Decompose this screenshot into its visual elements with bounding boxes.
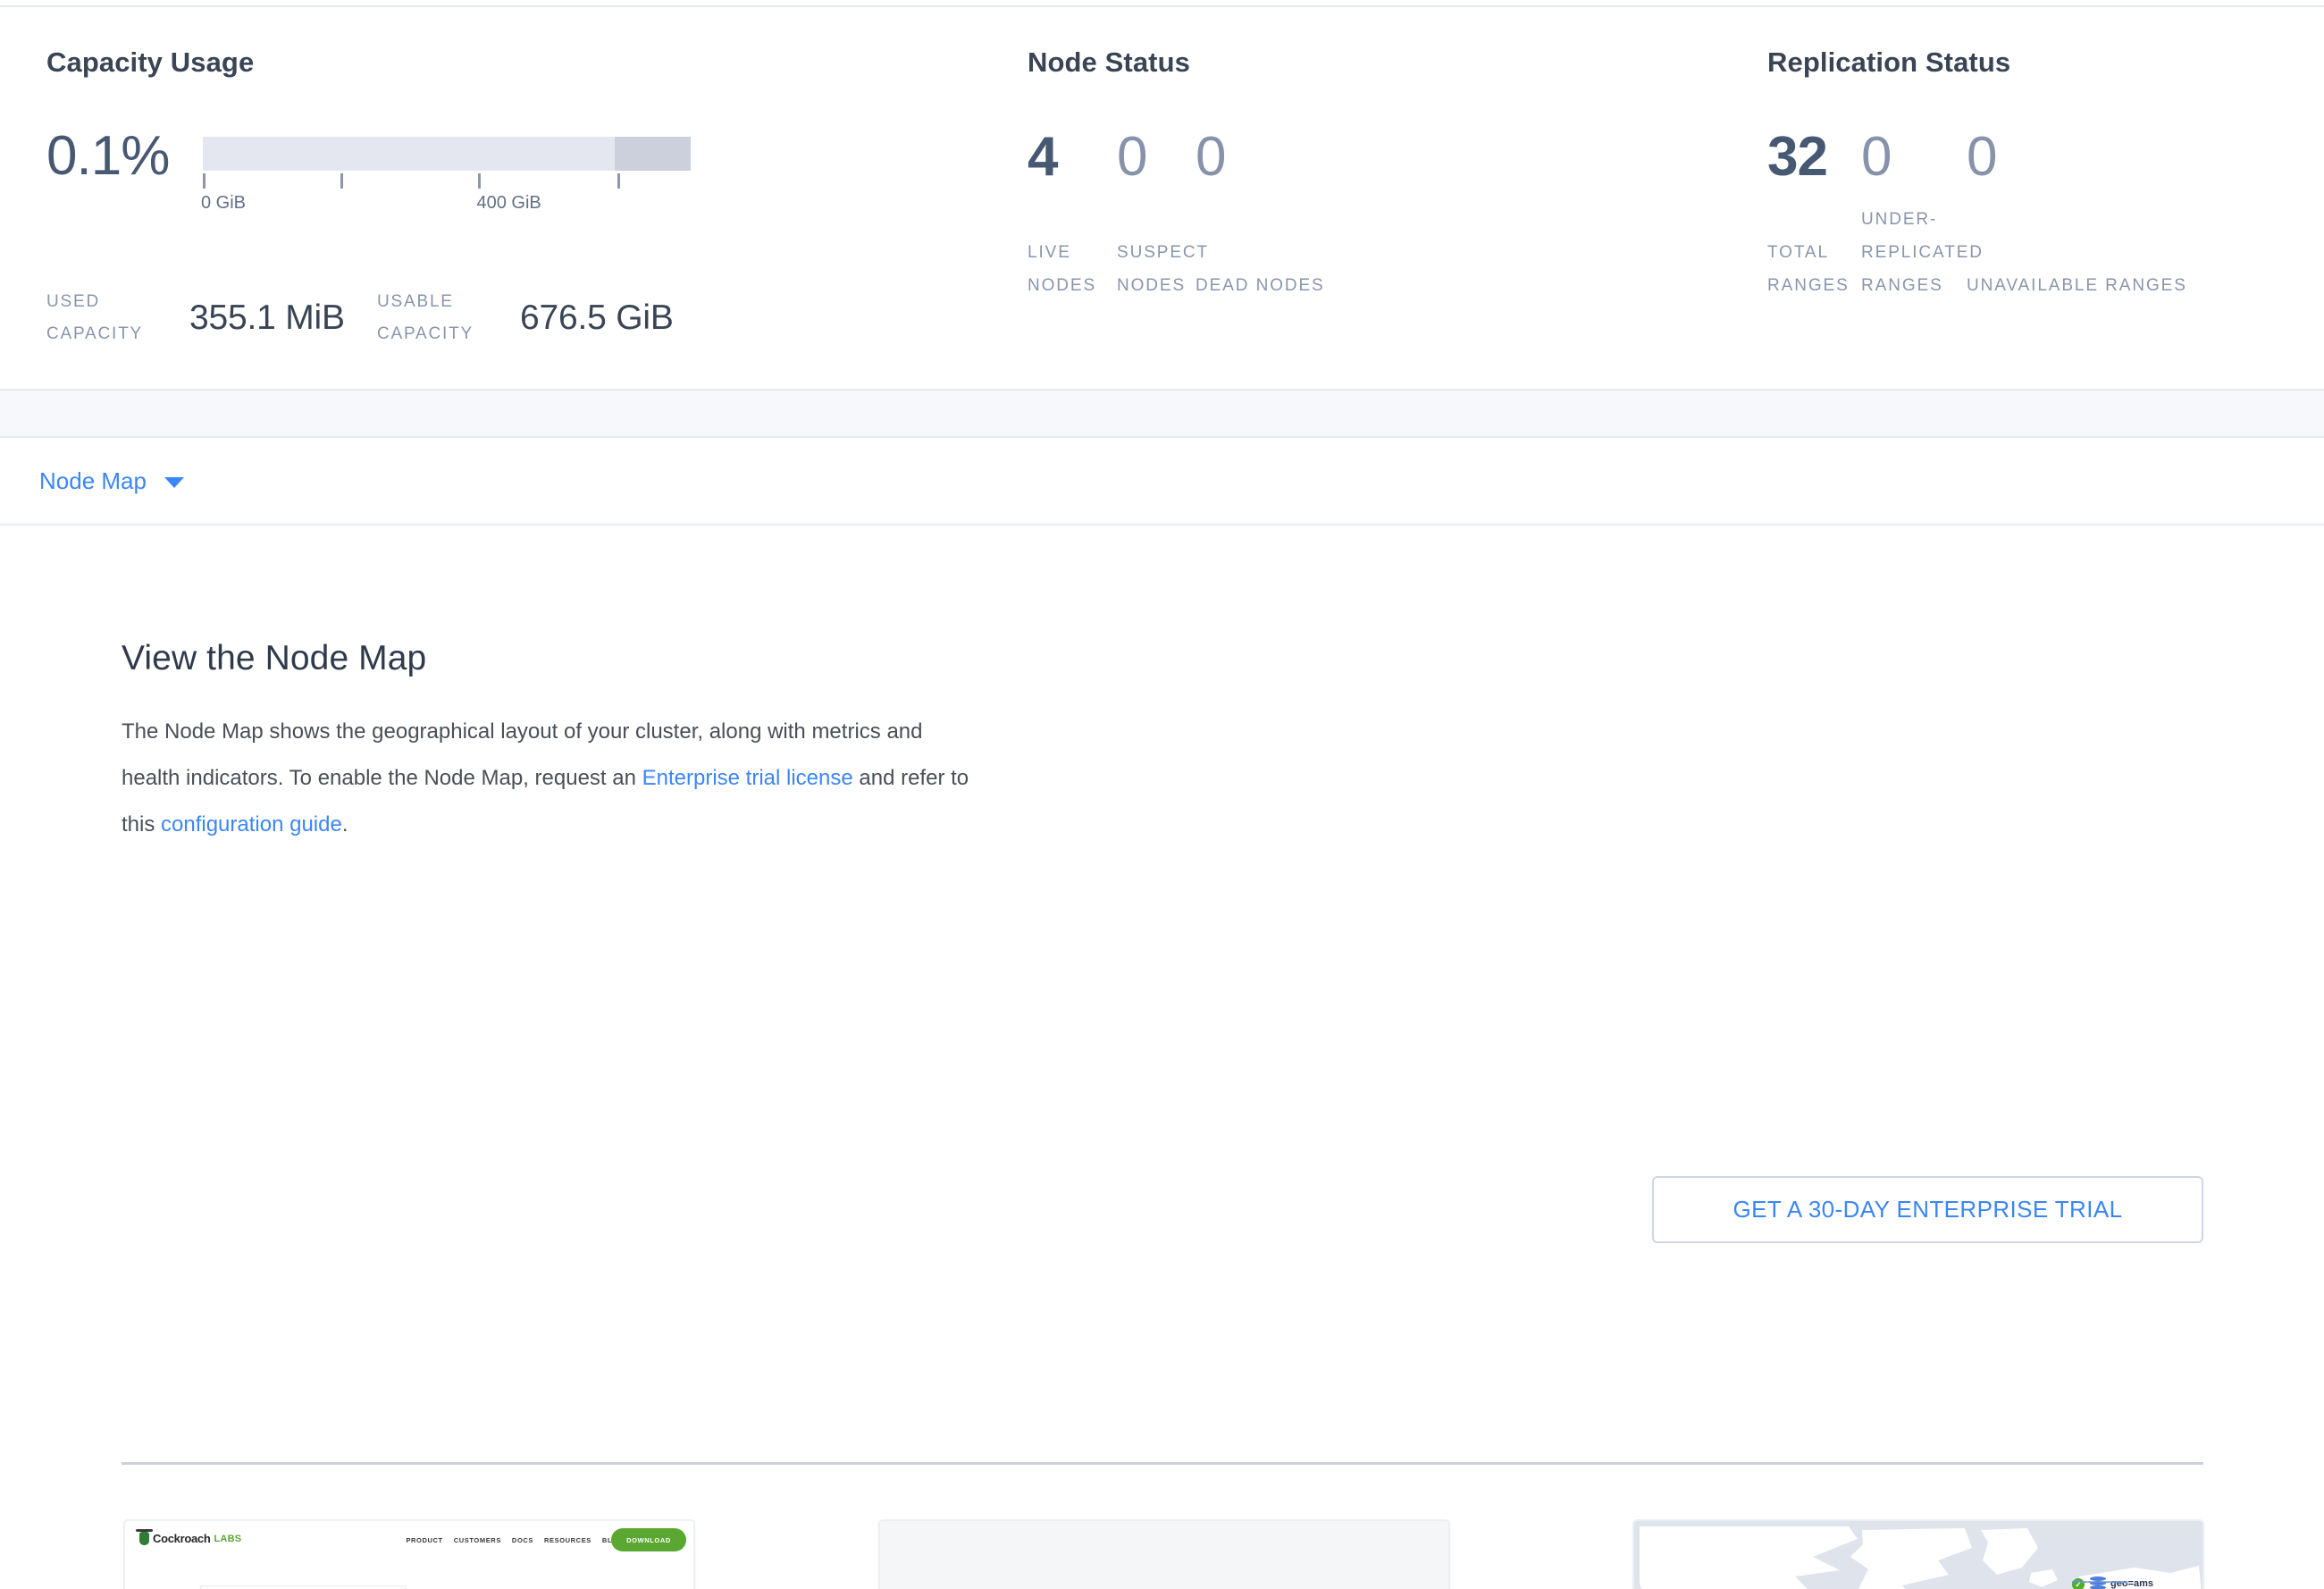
steps-card-list: Cockroach LABS PRODUCT CUSTOMERS DOCS RE… bbox=[0, 1519, 2324, 1589]
dead-nodes-value-cell: 0 bbox=[1196, 125, 1226, 189]
sql-commands-block: > SET CLUSTER SETTING CLUSTER.ORGANIZATI… bbox=[880, 1521, 1448, 1589]
used-capacity-label: USED CAPACITY bbox=[46, 292, 144, 343]
view-selector-bar: Node Map bbox=[0, 436, 2324, 525]
dead-nodes-label: DEAD NODES bbox=[1196, 276, 1325, 295]
page-title: View the Node Map bbox=[122, 639, 427, 677]
capacity-percent: 0.1% bbox=[46, 125, 170, 187]
intro-text-1: The Node Map shows the geographical layo… bbox=[122, 719, 923, 790]
capacity-axis-labels: 0 GiB 400 GiB bbox=[201, 193, 691, 216]
node-status-values: 4 0 0 bbox=[1028, 125, 1767, 189]
get-enterprise-trial-button[interactable]: GET A 30-DAY ENTERPRISE TRIAL bbox=[1652, 1176, 2203, 1243]
capacity-bar-wrapper: 0 GiB 400 GiB bbox=[201, 137, 691, 216]
capacity-axis-ticks bbox=[203, 171, 691, 189]
under-replicated-ranges-label: UNDER- REPLICATED RANGES bbox=[1861, 210, 1984, 295]
live-nodes-value-cell: 4 bbox=[1028, 125, 1117, 189]
node-map-dropdown[interactable]: Node Map bbox=[39, 467, 184, 495]
cockroach-icon bbox=[136, 1529, 153, 1545]
capacity-axis-tick bbox=[203, 173, 206, 189]
qps-sparkline-icon bbox=[2072, 1581, 2127, 1583]
locality-ams-text: geo=ams 1 Node bbox=[2110, 1576, 2153, 1589]
suspect-nodes-value: 0 bbox=[1117, 126, 1147, 188]
capacity-axis-tick bbox=[478, 173, 482, 189]
step-3-screenshot: 1 geo=sfo 2 Nodes bbox=[1634, 1521, 2202, 1589]
locality-ams-header: ✓ geo=ams 1 Node bbox=[2072, 1576, 2194, 1589]
capacity-stats: USED CAPACITY 355.1 MiB USABLE CAPACITY … bbox=[46, 286, 1028, 350]
usable-capacity-label: USABLE CAPACITY bbox=[377, 292, 474, 343]
database-stack-icon bbox=[2090, 1576, 2106, 1589]
step-2-card: > SET CLUSTER SETTING CLUSTER.ORGANIZATI… bbox=[878, 1519, 1450, 1589]
nav-item-docs: DOCS bbox=[511, 1536, 533, 1544]
suspect-nodes-value-cell: 0 bbox=[1117, 125, 1196, 189]
get-enterprise-trial-button-label: GET A 30-DAY ENTERPRISE TRIAL bbox=[1733, 1196, 2123, 1223]
replication-status-panel: Replication Status 32 0 0 TOTAL RANGES U… bbox=[1767, 7, 2324, 389]
node-status-panel: Node Status 4 0 0 LIVE NODES SUSPECT NOD… bbox=[1028, 7, 1767, 389]
body-header: View the Node Map The Node Map shows the… bbox=[122, 639, 2203, 848]
configuration-guide-link[interactable]: configuration guide bbox=[161, 812, 342, 837]
intro-paragraph: The Node Map shows the geographical layo… bbox=[122, 709, 979, 848]
capacity-bar-light-segment bbox=[203, 137, 616, 171]
capacity-bar-row: 0.1% 0 GiB 400 GiB bbox=[46, 125, 1028, 216]
total-ranges-label: TOTAL RANGES bbox=[1767, 243, 1850, 295]
node-map-dropdown-label: Node Map bbox=[39, 467, 147, 494]
intro-text-3: . bbox=[341, 812, 348, 837]
replication-status-labels: TOTAL RANGES UNDER- REPLICATED RANGES UN… bbox=[1767, 210, 2324, 302]
unavailable-ranges-label: UNAVAILABLE RANGES bbox=[1967, 276, 2187, 295]
brand-suffix: LABS bbox=[214, 1533, 242, 1544]
live-nodes-value: 4 bbox=[1028, 126, 1058, 188]
nav-item-customers: CUSTOMERS bbox=[453, 1536, 501, 1544]
step-3-card: 1 geo=sfo 2 Nodes bbox=[1632, 1519, 2204, 1589]
dead-nodes-value: 0 bbox=[1196, 126, 1226, 188]
capacity-axis-tick bbox=[340, 173, 343, 189]
usable-capacity-value: 676.5 GiB bbox=[520, 298, 674, 337]
brand-name: Cockroach bbox=[153, 1532, 211, 1545]
node-status-title: Node Status bbox=[1028, 46, 1190, 78]
capacity-axis-label: 400 GiB bbox=[476, 193, 541, 213]
chevron-down-icon bbox=[164, 477, 184, 488]
total-ranges-value-cell: 32 bbox=[1767, 125, 1861, 189]
node-status-labels: LIVE NODES SUSPECT NODES DEAD NODES bbox=[1028, 231, 1767, 302]
download-button: DOWNLOAD bbox=[611, 1528, 686, 1551]
section-divider bbox=[122, 1462, 2203, 1465]
suspect-nodes-label: SUSPECT NODES bbox=[1117, 243, 1209, 295]
capacity-bar bbox=[203, 137, 691, 171]
live-nodes-label: LIVE NODES bbox=[1028, 243, 1097, 295]
used-capacity-value: 355.1 MiB bbox=[189, 298, 345, 337]
capacity-axis-label: 0 GiB bbox=[201, 193, 247, 213]
capacity-bar-dark-segment bbox=[615, 137, 691, 171]
intro-text-2: and refer to this bbox=[122, 766, 969, 837]
site-nav-menu: PRODUCT CUSTOMERS DOCS RESOURCES BLOG bbox=[406, 1536, 624, 1544]
step-1-screenshot: Cockroach LABS PRODUCT CUSTOMERS DOCS RE… bbox=[125, 1521, 693, 1589]
summary-card: Capacity Usage 0.1% 0 GiB 400 GiB USED CA… bbox=[0, 5, 2324, 391]
section-gap bbox=[0, 391, 2324, 436]
capacity-axis-tick bbox=[617, 173, 621, 189]
enterprise-trial-license-link[interactable]: Enterprise trial license bbox=[642, 766, 853, 790]
replication-status-title: Replication Status bbox=[1767, 46, 2011, 78]
capacity-usage-title: Capacity Usage bbox=[46, 46, 255, 78]
nav-item-product: PRODUCT bbox=[406, 1536, 443, 1544]
locality-ams: ✓ geo=ams 1 Node bbox=[2072, 1576, 2194, 1589]
under-replicated-ranges-value: 0 bbox=[1861, 126, 1892, 188]
capacity-usage-panel: Capacity Usage 0.1% 0 GiB 400 GiB USED CA… bbox=[0, 7, 1028, 389]
step-2-screenshot: > SET CLUSTER SETTING CLUSTER.ORGANIZATI… bbox=[880, 1521, 1448, 1589]
under-replicated-ranges-value-cell: 0 bbox=[1861, 125, 1967, 189]
world-map-graphic bbox=[1640, 1526, 2202, 1589]
nav-item-resources: RESOURCES bbox=[544, 1536, 591, 1544]
unavailable-ranges-value-cell: 0 bbox=[1967, 125, 1997, 189]
download-button-label: DOWNLOAD bbox=[626, 1535, 671, 1544]
node-map-preview: 1 geo=sfo 2 Nodes bbox=[1634, 1521, 2202, 1589]
replication-status-values: 32 0 0 bbox=[1767, 125, 2324, 189]
step-1-card: Cockroach LABS PRODUCT CUSTOMERS DOCS RE… bbox=[123, 1519, 695, 1589]
locality-ams-name: geo=ams bbox=[2110, 1578, 2153, 1589]
trial-registration-form: Register for a 30-day trial license FIRS… bbox=[200, 1585, 406, 1589]
node-map-body: View the Node Map The Node Map shows the… bbox=[0, 527, 2324, 1589]
unavailable-ranges-value: 0 bbox=[1967, 126, 1997, 188]
usable-capacity-stat: USABLE CAPACITY 676.5 GiB bbox=[377, 286, 674, 350]
total-ranges-value: 32 bbox=[1767, 126, 1828, 188]
cockroach-labs-logo: Cockroach LABS bbox=[136, 1529, 242, 1545]
cockroach-labs-site-screenshot: Cockroach LABS PRODUCT CUSTOMERS DOCS RE… bbox=[125, 1521, 693, 1589]
used-capacity-stat: USED CAPACITY 355.1 MiB bbox=[46, 286, 377, 350]
